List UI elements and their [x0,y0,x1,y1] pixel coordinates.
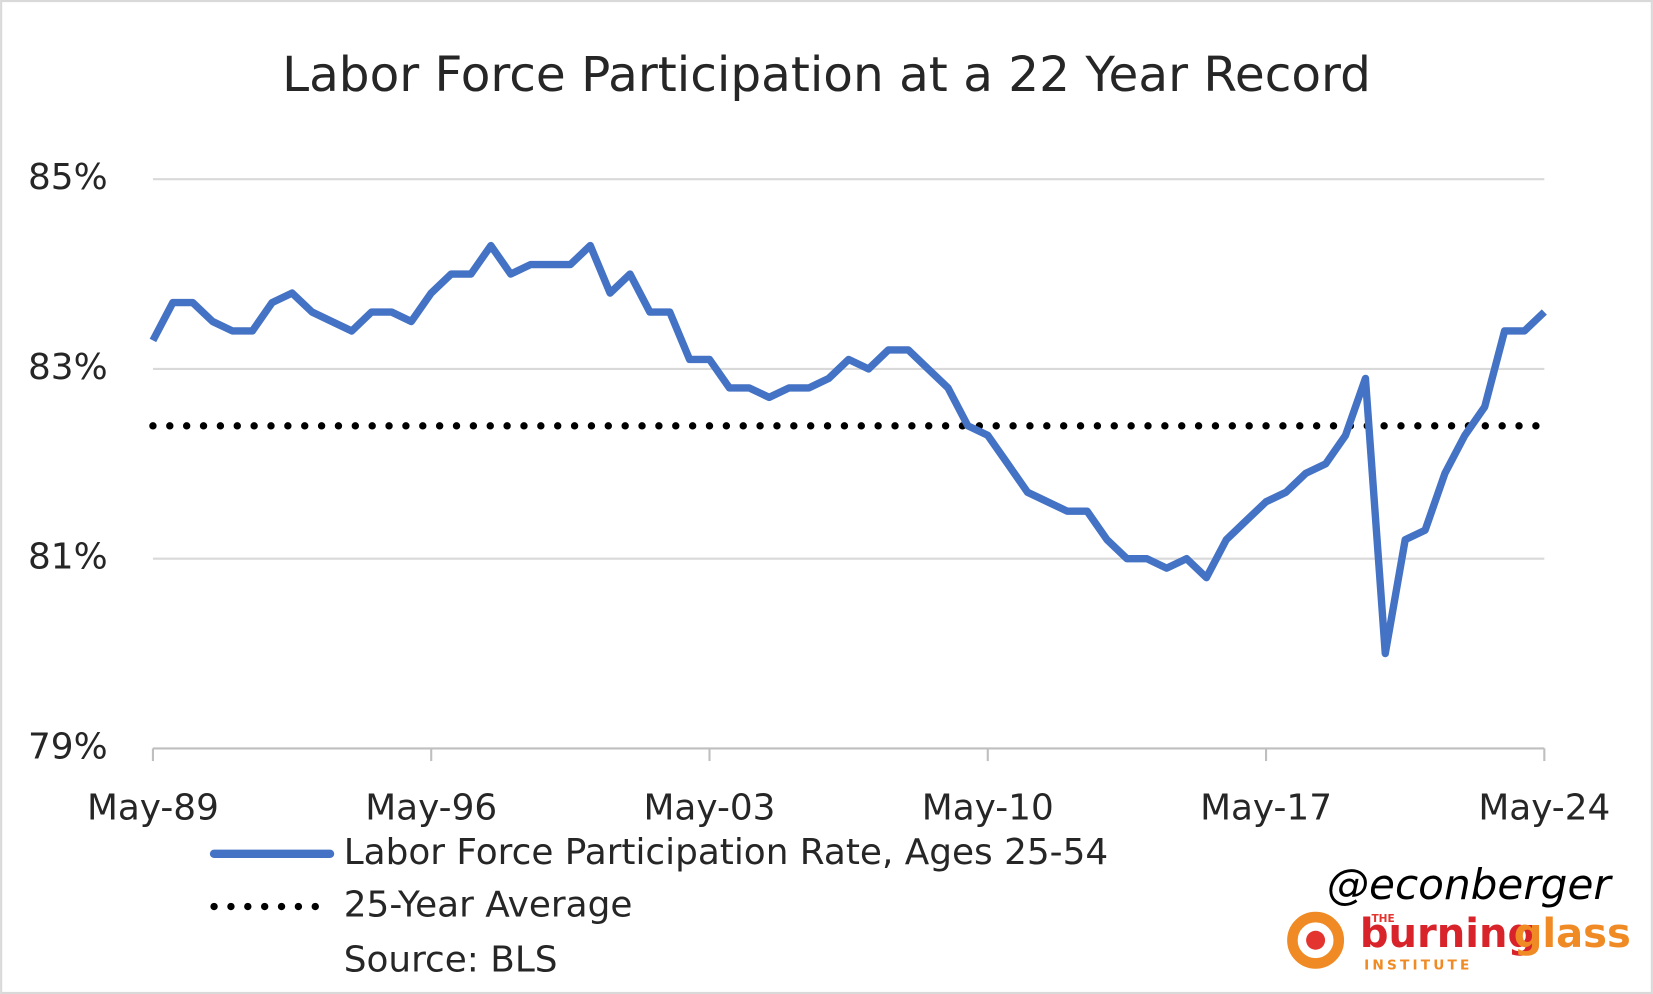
x-tick-label: May-96 [365,788,497,829]
x-tick-label: May-17 [1200,788,1332,829]
x-tick-label: May-24 [1478,788,1610,829]
credit: @econberger [1327,860,1614,909]
logo-icon-center [1306,930,1326,950]
y-tick-label: 83% [28,347,108,388]
logo-name-2: glass [1514,911,1631,957]
logo-small: THE [1371,913,1394,925]
y-tick-label: 79% [28,726,108,767]
chart-title: Labor Force Participation at a 22 Year R… [282,47,1371,103]
logo-icon [1287,911,1345,969]
source: Source: BLS [344,939,558,980]
logo-name-1: burning [1360,911,1536,957]
x-tick-label: May-89 [87,788,219,829]
legend-label: 25-Year Average [344,885,633,926]
y-tick-label: 85% [28,157,108,198]
logo-sub: INSTITUTE [1364,958,1472,974]
y-tick-label: 81% [28,537,108,578]
x-tick-label: May-03 [644,788,776,829]
logo: THE burning glass INSTITUTE [1287,911,1631,974]
legend-label: Labor Force Participation Rate, Ages 25-… [344,832,1108,873]
x-tick-label: May-10 [922,788,1054,829]
series-line [149,241,1547,658]
